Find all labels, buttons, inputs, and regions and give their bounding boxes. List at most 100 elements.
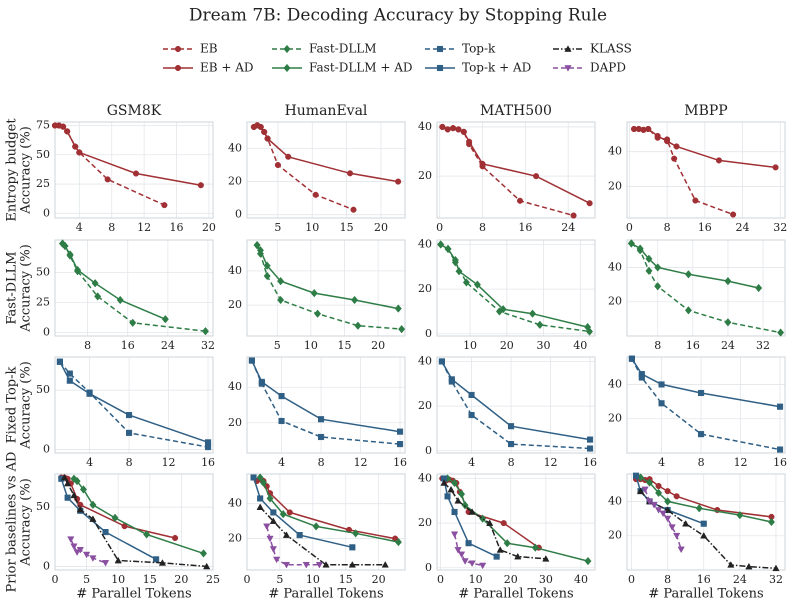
series-line bbox=[259, 477, 399, 543]
data-point bbox=[285, 153, 292, 160]
data-point bbox=[397, 428, 404, 435]
data-point bbox=[673, 143, 680, 150]
data-point bbox=[256, 249, 264, 258]
legend-marker bbox=[436, 45, 444, 53]
series-line bbox=[631, 358, 781, 408]
data-point bbox=[286, 509, 293, 516]
data-point bbox=[258, 380, 265, 387]
y-tick-label: 40 bbox=[608, 494, 622, 507]
data-point bbox=[493, 553, 500, 560]
y-tick-label: 40 bbox=[418, 354, 432, 367]
x-tick-label: 5 bbox=[83, 573, 90, 586]
data-point bbox=[627, 239, 635, 248]
data-point bbox=[587, 436, 594, 443]
data-point bbox=[468, 560, 476, 568]
data-point bbox=[269, 546, 277, 553]
x-tick-label: 16 bbox=[583, 456, 597, 469]
x-tick-label: 12 bbox=[544, 456, 558, 469]
series-line bbox=[251, 360, 401, 433]
plot-frame bbox=[54, 356, 214, 454]
y-tick-label: 40 bbox=[228, 497, 242, 510]
data-point bbox=[655, 488, 663, 498]
data-point bbox=[263, 271, 271, 281]
y-tick-label: 40 bbox=[228, 380, 242, 393]
plot-frame bbox=[436, 356, 596, 454]
data-point bbox=[349, 544, 356, 551]
data-point bbox=[76, 547, 84, 554]
data-point bbox=[89, 515, 97, 522]
data-point bbox=[66, 370, 73, 377]
y-tick-label: 20 bbox=[228, 416, 242, 429]
x-tick-label: 8 bbox=[84, 339, 91, 352]
data-point bbox=[730, 211, 737, 218]
data-point bbox=[542, 555, 550, 562]
data-point bbox=[450, 531, 459, 538]
data-point bbox=[508, 423, 515, 430]
data-point bbox=[205, 444, 212, 451]
x-tick-label: 8 bbox=[664, 221, 671, 234]
x-tick-label: 10 bbox=[469, 573, 483, 586]
legend-label: EB bbox=[200, 42, 218, 56]
data-point bbox=[143, 530, 151, 539]
plot-frame bbox=[436, 473, 596, 571]
data-point bbox=[82, 551, 91, 559]
y-axis-label: Entropy budget bbox=[5, 118, 20, 222]
data-point bbox=[638, 374, 645, 381]
y-tick-label: 20 bbox=[608, 412, 622, 425]
y-tick-label: 0 bbox=[235, 208, 242, 221]
x-tick-label: 10 bbox=[305, 221, 319, 234]
data-point bbox=[659, 510, 667, 518]
data-point bbox=[772, 564, 780, 572]
plot-frame bbox=[626, 121, 786, 219]
data-point bbox=[64, 128, 71, 135]
data-point bbox=[454, 547, 462, 554]
data-point bbox=[496, 546, 504, 553]
y-tick-label: 20 bbox=[418, 169, 432, 182]
panel-title: HumanEval bbox=[285, 103, 368, 119]
data-point bbox=[86, 389, 93, 396]
series-line bbox=[440, 243, 588, 328]
plot-frame bbox=[436, 239, 596, 337]
data-point bbox=[102, 529, 109, 536]
series-line bbox=[55, 124, 165, 206]
x-tick-label: 16 bbox=[393, 456, 407, 469]
plot-frame bbox=[436, 121, 596, 219]
y-tick-label: 0 bbox=[43, 442, 50, 455]
series-line bbox=[55, 124, 201, 186]
x-tick-label: 15 bbox=[339, 573, 353, 586]
x-tick-label: 25 bbox=[206, 573, 220, 586]
data-point bbox=[677, 546, 685, 554]
x-tick-label: 4 bbox=[468, 456, 475, 469]
data-point bbox=[533, 173, 540, 180]
x-tick-label: 20 bbox=[202, 221, 216, 234]
data-point bbox=[253, 240, 261, 250]
data-point bbox=[460, 128, 467, 135]
data-point bbox=[444, 493, 451, 500]
x-tick-label: 16 bbox=[697, 573, 711, 586]
data-point bbox=[352, 529, 360, 538]
data-point bbox=[248, 357, 255, 364]
series-line bbox=[447, 477, 589, 562]
data-point bbox=[261, 128, 268, 135]
data-point bbox=[671, 155, 678, 162]
y-tick-label: 50 bbox=[36, 500, 50, 513]
plot-frame bbox=[54, 239, 214, 337]
data-point bbox=[394, 537, 402, 547]
data-point bbox=[56, 358, 63, 365]
data-point bbox=[398, 324, 406, 334]
x-tick-label: 5 bbox=[274, 339, 281, 352]
data-point bbox=[269, 517, 277, 524]
x-tick-label: 8 bbox=[479, 221, 486, 234]
y-tick-label: 20 bbox=[228, 298, 242, 311]
data-point bbox=[76, 149, 83, 156]
data-point bbox=[312, 522, 320, 531]
y-tick-label: 20 bbox=[228, 532, 242, 545]
data-point bbox=[348, 561, 356, 568]
y-tick-label: 20 bbox=[608, 529, 622, 542]
data-point bbox=[570, 212, 577, 219]
data-point bbox=[318, 416, 325, 423]
legend-label: DAPD bbox=[590, 61, 626, 75]
legend-marker bbox=[174, 64, 182, 72]
data-point bbox=[658, 400, 665, 407]
data-point bbox=[462, 278, 470, 287]
